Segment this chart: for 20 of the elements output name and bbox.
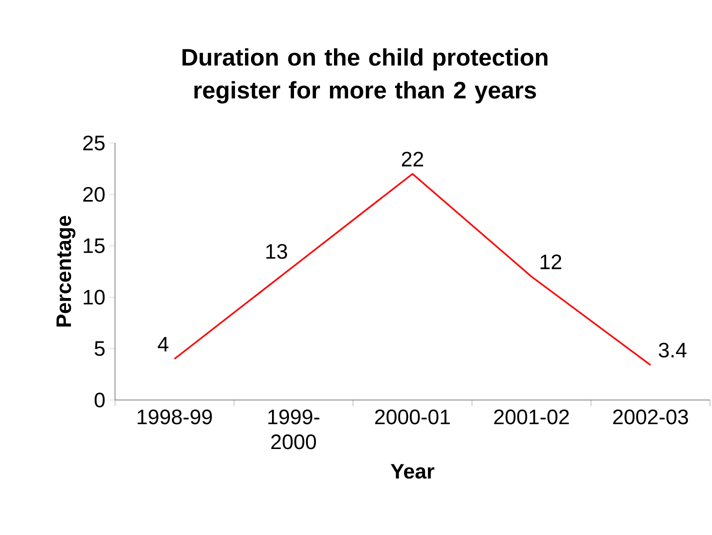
y-tick-label: 15: [84, 238, 105, 254]
y-tick-label: 5: [94, 341, 105, 356]
y-tick-label: 0: [94, 392, 105, 408]
x-tick-label: 2002-03: [613, 410, 688, 424]
data-label: 3.4: [658, 342, 686, 358]
x-tick-label: 1999-2000: [268, 410, 320, 450]
y-tick-label: 25: [83, 136, 105, 150]
line-series: [174, 173, 652, 366]
data-label: 12: [540, 254, 562, 270]
chart-title: Duration on the child protection register for more than 2 years: [182, 48, 548, 104]
y-tick-label: 20: [83, 186, 105, 202]
y-tick-label: 10: [84, 290, 105, 305]
x-tick-label: 2000-01: [375, 410, 450, 424]
y-axis-title: Percentage: [56, 216, 76, 326]
x-tick-label: 2001-02: [494, 410, 569, 424]
x-tick-label: 1998-99: [138, 410, 212, 424]
data-label: 13: [266, 244, 288, 259]
data-label: 22: [402, 152, 424, 166]
data-label: 4: [158, 336, 168, 352]
x-axis-title: Year: [390, 464, 434, 479]
